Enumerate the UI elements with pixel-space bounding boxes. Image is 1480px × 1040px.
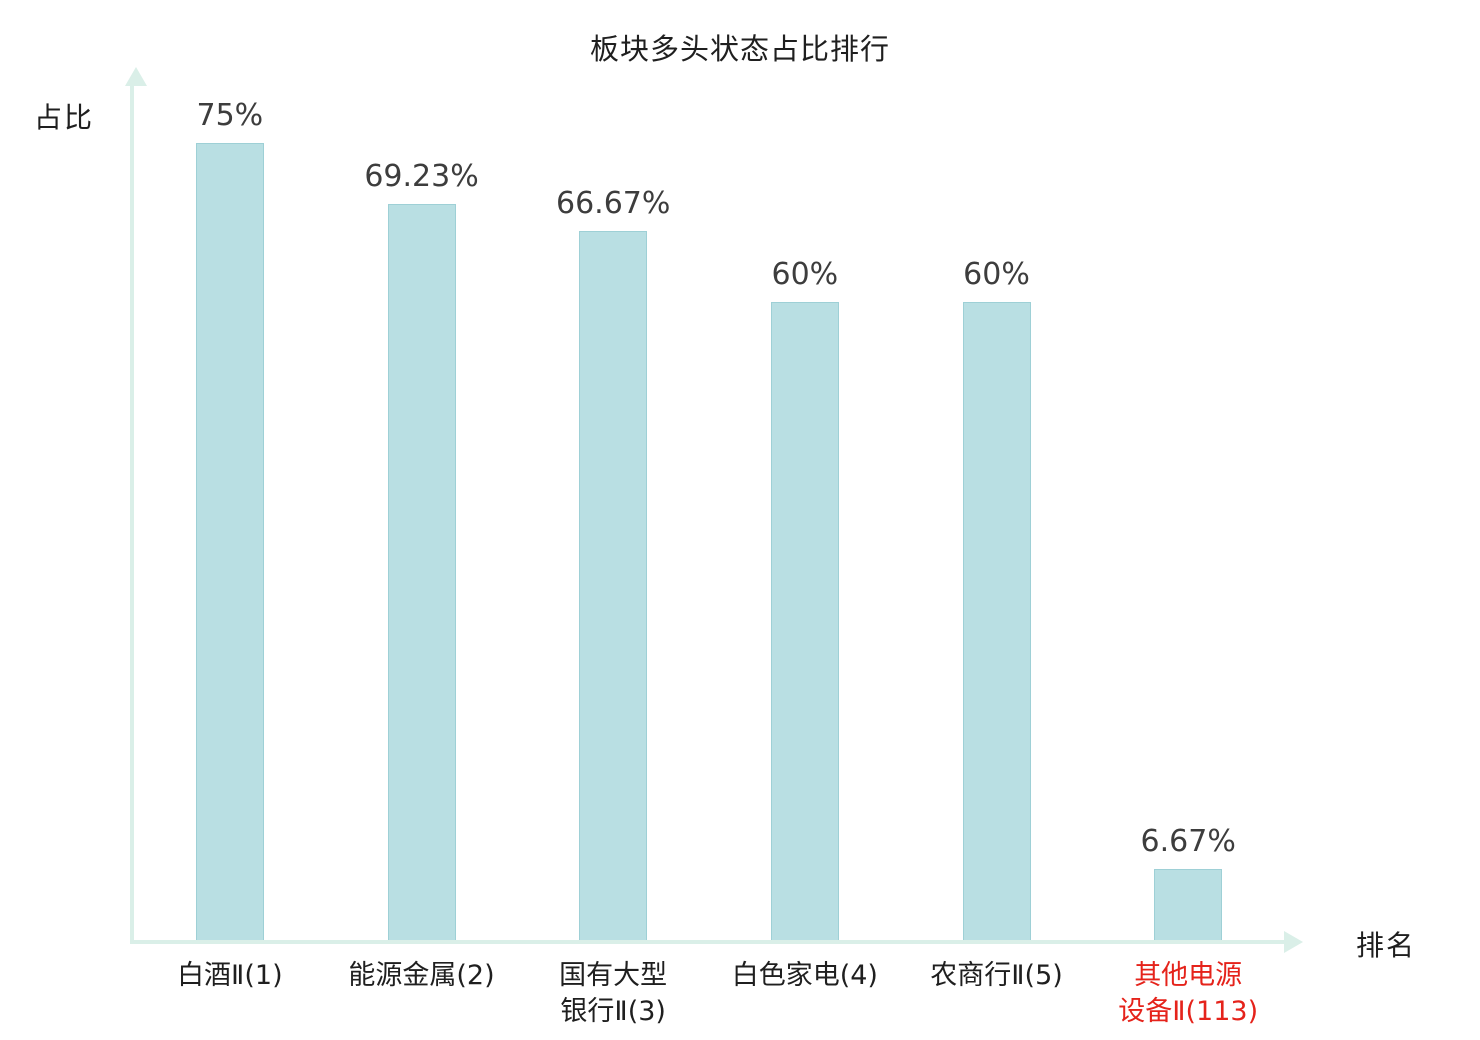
x-tick-label: 国有大型 银行Ⅱ(3) — [559, 960, 668, 1028]
bar-value-label: 60% — [963, 257, 1030, 292]
bar-value-label: 75% — [196, 98, 264, 133]
bar-value-label: 6.67% — [1140, 824, 1236, 859]
x-tick-label: 其他电源 设备Ⅱ(113) — [1118, 960, 1259, 1028]
bars-container: 75% 69.23% 66.67% 60% 60% 6.67% — [134, 85, 1284, 940]
bar — [770, 302, 839, 940]
x-tick-label: 能源金属(2) — [348, 960, 495, 991]
bar-value-label: 66.67% — [555, 186, 671, 221]
bar-column: 69.23% — [326, 159, 518, 940]
bar — [962, 302, 1031, 940]
bar-column: 6.67% — [1092, 824, 1284, 940]
y-axis-arrow-icon — [125, 67, 147, 86]
bar — [387, 204, 456, 940]
x-tick-label: 白酒Ⅱ(1) — [177, 960, 283, 991]
bar-value-label: 69.23% — [364, 159, 479, 194]
chart-title: 板块多头状态占比排行 — [589, 32, 890, 66]
bar — [195, 143, 264, 940]
bar — [579, 231, 648, 940]
bar-column: 75% — [134, 98, 326, 940]
x-axis-label: 排名 — [1356, 929, 1417, 962]
bar — [1154, 869, 1223, 940]
bar-column: 66.67% — [517, 186, 709, 940]
x-axis-arrow-icon — [1284, 931, 1303, 953]
x-tick-label: 农商行Ⅱ(5) — [930, 960, 1063, 991]
bar-column: 60% — [901, 257, 1093, 940]
bar-column: 60% — [709, 257, 901, 940]
plot-area: 75% 69.23% 66.67% 60% 60% 6.67% 白酒Ⅱ(1) 能源金属(2)… — [125, 67, 1303, 1027]
x-tick-labels: 白酒Ⅱ(1) 能源金属(2) 国有大型 银行Ⅱ(3) 白色家电(4) 农商行Ⅱ(5) 其他… — [134, 958, 1284, 1031]
y-axis-label: 占比 — [34, 101, 95, 134]
bar-value-label: 60% — [771, 257, 839, 292]
x-tick-label: 白色家电(4) — [731, 960, 878, 991]
